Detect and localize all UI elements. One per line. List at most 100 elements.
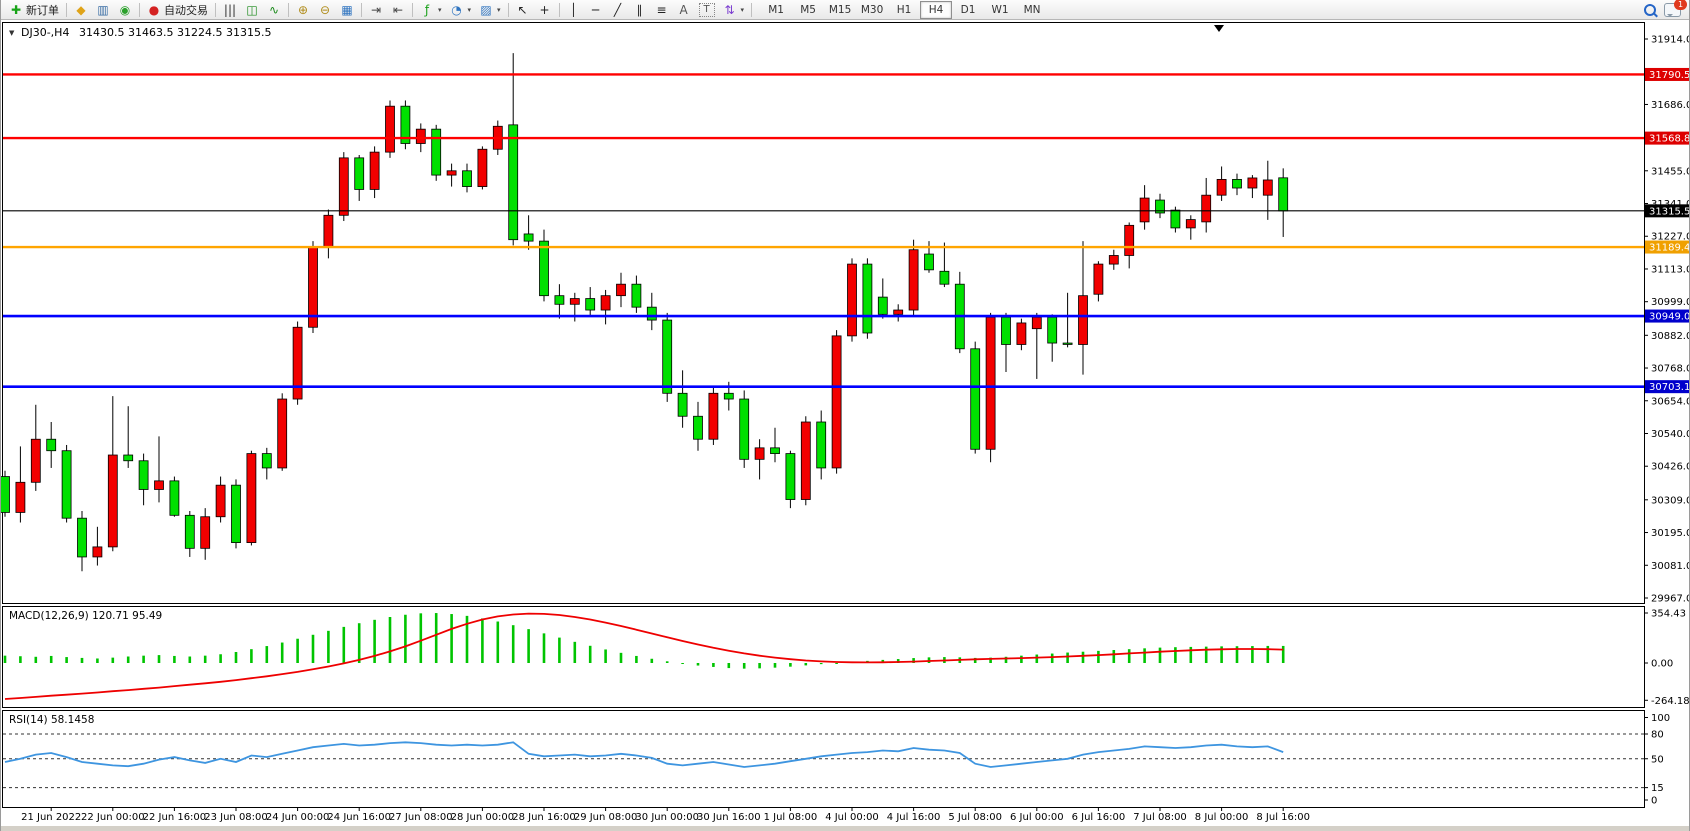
vline-button[interactable]: │: [563, 0, 585, 19]
toolbar-right: 1: [1644, 0, 1687, 17]
svg-text:31189.4: 31189.4: [1649, 243, 1690, 254]
label-button[interactable]: T: [695, 0, 719, 19]
trendline-button[interactable]: ╱: [607, 0, 629, 19]
chevron-down-icon: ▾: [467, 5, 472, 14]
text-icon: A: [679, 2, 688, 17]
arrows-icon: ⇅: [724, 2, 735, 17]
timeframe-m1[interactable]: M1: [768, 3, 784, 16]
macd-tick-label: 0.00: [1651, 659, 1673, 670]
chat-badge: 1: [1674, 0, 1687, 10]
symbol-period-label: DJ30-,H4: [21, 26, 69, 39]
date-label: 28 Jun 16:00: [512, 812, 576, 823]
chevron-down-icon: ▾: [740, 5, 745, 14]
date-label: 4 Jul 16:00: [887, 812, 941, 823]
text-button[interactable]: A: [673, 0, 695, 19]
svg-text:30949.0: 30949.0: [1649, 312, 1690, 323]
window-bottom-strip: [1, 826, 1689, 831]
chart-shift-marker[interactable]: [1214, 25, 1224, 32]
toolbar-separator: [288, 2, 289, 17]
date-label: 21 Jun 2022: [21, 812, 81, 823]
rsi-pane[interactable]: 100 80 50 15 0 RSI(14) 58.1458: [3, 713, 1670, 807]
macd-pane[interactable]: 354.43 0.00 -264.18 MACD(12,26,9) 120.71 95…: [3, 608, 1690, 707]
candlestick-button[interactable]: ◫: [241, 0, 263, 19]
date-label: 22 Jun 00:00: [81, 812, 145, 823]
rsi-tick-label: 15: [1651, 783, 1664, 794]
timeframe-h1[interactable]: H1: [896, 3, 912, 16]
svg-text:31568.8: 31568.8: [1649, 134, 1690, 145]
auto-scroll-icon: ⇥: [370, 2, 382, 17]
new-order-button[interactable]: ✚ 新订单: [5, 0, 63, 19]
svg-text:30703.1: 30703.1: [1649, 382, 1690, 393]
alerts-button[interactable]: ◆: [70, 0, 92, 19]
timeframe-mn[interactable]: MN: [1023, 3, 1041, 16]
macd-tick-label: 354.43: [1651, 608, 1686, 619]
timeframe-w1[interactable]: W1: [991, 3, 1009, 16]
toolbar-separator: [361, 2, 362, 17]
timeframe-m15[interactable]: M15: [828, 3, 852, 16]
signals-icon: ◉: [119, 2, 131, 17]
toolbar-separator: [558, 2, 560, 17]
chart-shift-icon: ⇤: [392, 2, 404, 17]
price-tick-label: 29967.0: [1651, 594, 1690, 605]
cursor-button[interactable]: ↖: [512, 0, 534, 19]
arrows-button[interactable]: ⇅ ▾: [719, 0, 749, 19]
tile-windows-button[interactable]: ▦: [336, 0, 358, 19]
zoom-out-button[interactable]: ⊖: [314, 0, 336, 19]
timeframe-h4[interactable]: H4: [920, 0, 953, 19]
price-tick-label: 30768.0: [1651, 364, 1690, 375]
price-line-chip: 30949.0: [1645, 309, 1690, 323]
channel-button[interactable]: ∥: [629, 0, 651, 19]
price-tick-label: 30882.0: [1651, 331, 1690, 342]
zoom-in-button[interactable]: ⊕: [292, 0, 314, 19]
label-icon: T: [698, 2, 715, 17]
rsi-label: RSI(14) 58.1458: [9, 714, 94, 726]
chat-icon[interactable]: 1: [1664, 0, 1687, 17]
new-order-button-label: 新订单: [26, 3, 59, 17]
templates-icon: ▨: [480, 2, 492, 17]
rsi-tick-label: 80: [1651, 730, 1664, 741]
timeframe-d1[interactable]: D1: [960, 3, 976, 16]
signals-button[interactable]: ◉: [114, 0, 136, 19]
autotrade-button[interactable]: ● 自动交易: [143, 0, 212, 19]
timeframe-m30[interactable]: M30: [860, 3, 884, 16]
chart-canvas[interactable]: 31914.031686.031455.031341.031227.031113…: [1, 20, 1690, 831]
price-tick-label: 30654.0: [1651, 396, 1690, 407]
rsi-tick-label: 50: [1651, 754, 1664, 765]
pane-frames: [2, 22, 1645, 808]
chevron-down-icon: ▾: [438, 5, 442, 14]
price-tick-label: 31914.0: [1651, 35, 1690, 46]
tile-windows-icon: ▦: [341, 2, 353, 17]
date-label: 7 Jul 08:00: [1133, 812, 1187, 823]
date-label: 24 Jun 16:00: [327, 812, 391, 823]
price-tick-label: 30426.0: [1651, 462, 1690, 473]
horizontal-lines[interactable]: [3, 73, 1644, 388]
timeframe-m5[interactable]: M5: [800, 3, 816, 16]
templates-button[interactable]: ▨ ▾: [475, 0, 505, 19]
search-icon[interactable]: [1644, 3, 1656, 16]
macd-signal-line: [4, 612, 1284, 700]
chart-shift-button[interactable]: ⇤: [387, 0, 409, 19]
fibonacci-button[interactable]: ≡: [651, 0, 673, 19]
chart-title: ▼ DJ30-,H4 31430.5 31463.5 31224.5 31315.5: [9, 26, 271, 39]
bar-chart-button[interactable]: |||: [219, 0, 241, 19]
hline-button[interactable]: ─: [585, 0, 607, 19]
data-window-button[interactable]: ▥: [92, 0, 114, 19]
date-label: 4 Jul 00:00: [825, 812, 879, 823]
line-chart-button[interactable]: ∿: [263, 0, 285, 19]
toolbar-buttons: ✚ 新订单 ◆ ▥ ◉ ● 自动交易 ||| ◫ ∿ ⊕ ⊖ ▦ ⇥ ⇤ ƒ ▾ ◔ ▾ ▨ ▾ ↖ + │ ─ ╱ ∥ ≡ A T ⇅ ▾: [5, 0, 755, 19]
periods-icon: ◔: [451, 2, 462, 17]
date-label: 6 Jul 16:00: [1072, 812, 1126, 823]
price-line-chip: 31189.4: [1645, 240, 1690, 254]
fibonacci-icon: ≡: [656, 2, 667, 17]
price-axis[interactable]: 31914.031686.031455.031341.031227.031113…: [1644, 35, 1690, 605]
rsi-tick-label: 0: [1651, 796, 1657, 807]
price-line-chip: 31790.5: [1645, 67, 1689, 81]
crosshair-button[interactable]: +: [534, 0, 556, 19]
periods-button[interactable]: ◔ ▾: [446, 0, 476, 19]
price-tick-label: 31113.0: [1651, 264, 1690, 275]
auto-scroll-button[interactable]: ⇥: [365, 0, 387, 19]
toolbar-separator: [139, 2, 140, 17]
indicators-button[interactable]: ƒ ▾: [416, 0, 446, 19]
